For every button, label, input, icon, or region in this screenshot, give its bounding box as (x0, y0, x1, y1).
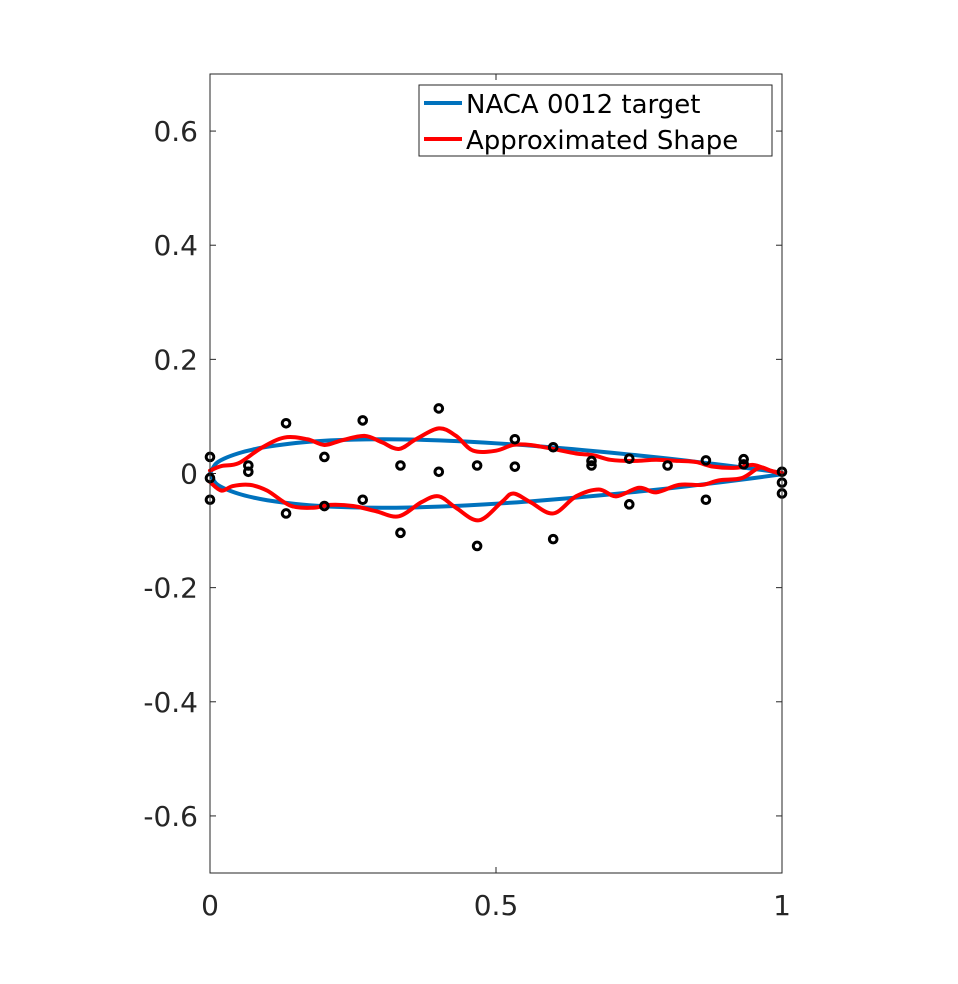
control-point-marker (357, 415, 369, 426)
x-tick-label: 0.5 (474, 889, 519, 922)
y-tick-label: 0.2 (153, 343, 198, 376)
plot-area (210, 74, 782, 873)
control-point-marker (280, 417, 292, 429)
control-point-marker (547, 533, 559, 545)
series-line-approximated-shape-lower (208, 465, 784, 523)
legend-label-approx: Approximated Shape (466, 126, 738, 156)
legend: NACA 0012 target Approximated Shape (418, 84, 773, 157)
control-point-marker (509, 433, 521, 445)
y-tick-label: -0.2 (143, 572, 198, 605)
control-point-marker (319, 451, 330, 463)
x-tick-label: 0 (201, 889, 219, 922)
y-tick-label: 0.6 (153, 115, 198, 148)
control-point-marker (623, 453, 635, 464)
control-point-marker (586, 455, 597, 467)
control-point-marker (471, 460, 483, 471)
control-point-marker (586, 460, 597, 471)
control-point-marker (433, 466, 445, 478)
control-point-marker (700, 494, 712, 506)
x-axis: 0 0.5 1 (201, 74, 791, 922)
control-point-marker (395, 460, 406, 471)
plot-frame (209, 73, 783, 874)
legend-box (418, 84, 773, 157)
legend-label-naca: NACA 0012 target (466, 90, 700, 120)
control-point-marker (243, 466, 254, 478)
control-point-marker (471, 540, 483, 552)
x-tick-label: 1 (773, 889, 791, 922)
control-point-marker (319, 500, 330, 512)
y-tick-label: -0.4 (143, 686, 198, 719)
marker-layer (204, 403, 788, 552)
y-axis: -0.6 -0.4 -0.2 0 0.2 0.4 0.6 (143, 115, 782, 833)
y-tick-label: -0.6 (143, 800, 198, 833)
control-point-marker (280, 508, 292, 519)
control-point-marker (738, 453, 749, 465)
control-point-marker (662, 460, 673, 471)
y-tick-label: 0.4 (153, 229, 198, 262)
control-point-marker (738, 459, 749, 470)
control-point-marker (623, 499, 635, 510)
control-point-marker (700, 455, 712, 466)
y-tick-label: 0 (180, 458, 198, 491)
control-point-marker (395, 527, 406, 539)
control-point-marker (357, 494, 369, 506)
control-point-marker (509, 461, 521, 472)
control-point-marker (433, 403, 445, 414)
control-point-marker (547, 441, 559, 453)
series-line-approximated-shape-upper (208, 426, 784, 475)
series-layer (208, 426, 784, 523)
